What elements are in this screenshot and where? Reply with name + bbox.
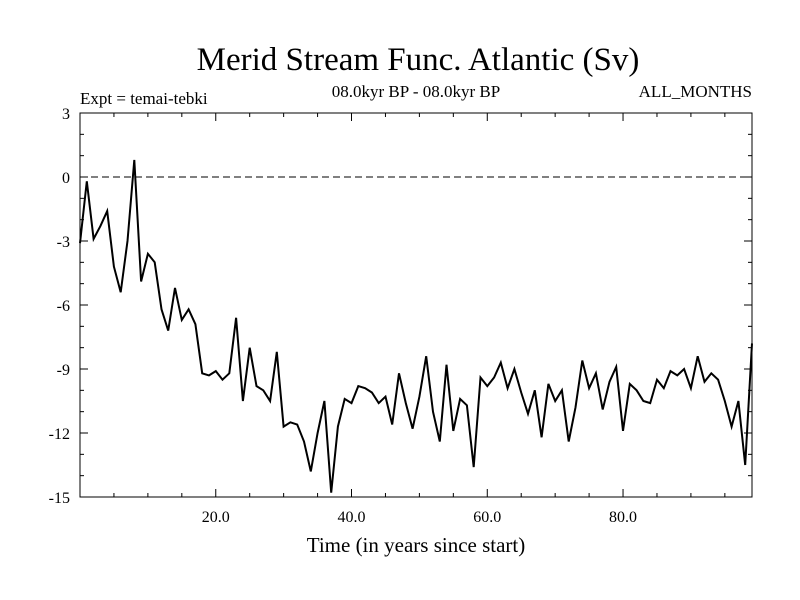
axis-ticks <box>80 112 752 498</box>
y-tick-label: 0 <box>62 170 70 187</box>
y-tick-label: -6 <box>57 298 70 315</box>
series-line <box>79 159 753 493</box>
y-tick-label: -12 <box>49 426 70 443</box>
chart-title: Merid Stream Func. Atlantic (Sv) <box>197 42 640 78</box>
y-tick-label: -15 <box>49 490 70 507</box>
y-tick-label: -9 <box>57 362 70 379</box>
y-tick-label: -3 <box>57 234 70 251</box>
x-axis-title: Time (in years since start) <box>307 533 526 557</box>
months-label: ALL_MONTHS <box>639 82 752 101</box>
x-tick-label: 40.0 <box>338 509 366 526</box>
experiment-label: Expt = temai-tebki <box>80 89 208 108</box>
x-tick-label: 20.0 <box>202 509 230 526</box>
plot-frame <box>79 112 753 498</box>
y-tick-label: 3 <box>62 106 70 123</box>
plot-area: 3 0 -3 -6 -9 -12 -15 20.0 40.0 60.0 80.0 <box>49 106 753 526</box>
chart-subtitle: 08.0kyr BP - 08.0kyr BP <box>332 82 500 101</box>
x-axis-labels: 20.0 40.0 60.0 80.0 <box>202 509 637 526</box>
y-axis-labels: 3 0 -3 -6 -9 -12 -15 <box>49 106 70 507</box>
x-tick-label: 60.0 <box>473 509 501 526</box>
x-tick-label: 80.0 <box>609 509 637 526</box>
